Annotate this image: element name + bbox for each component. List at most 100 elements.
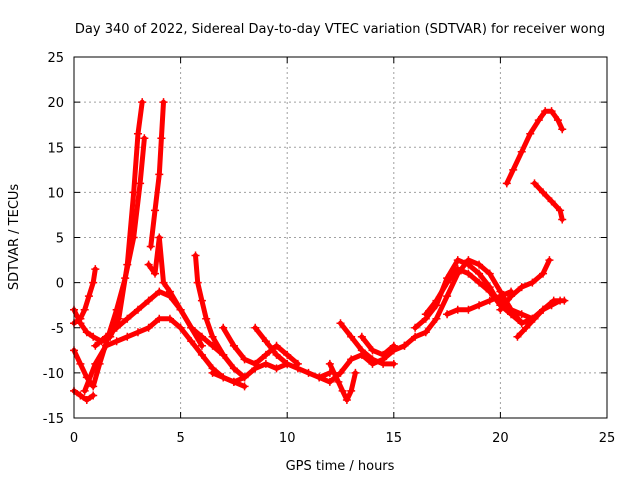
data-point xyxy=(464,269,473,278)
data-point xyxy=(315,373,324,382)
y-tick-label: 25 xyxy=(47,51,64,66)
data-point xyxy=(82,395,91,404)
data-point xyxy=(453,305,462,314)
data-point xyxy=(251,323,260,332)
series-line xyxy=(146,235,226,358)
data-point xyxy=(82,328,91,337)
data-point xyxy=(338,386,347,395)
series-line xyxy=(252,325,290,367)
data-point xyxy=(517,310,526,319)
y-tick-label: 15 xyxy=(47,141,64,156)
data-point xyxy=(176,323,185,332)
data-point xyxy=(123,314,132,323)
series-arc25 xyxy=(530,179,567,224)
data-point xyxy=(517,319,526,328)
data-point xyxy=(229,341,238,350)
data-point xyxy=(197,296,206,305)
data-point xyxy=(507,292,516,301)
data-point xyxy=(485,296,494,305)
data-point xyxy=(334,377,343,386)
x-tick-label: 0 xyxy=(70,431,78,446)
data-point xyxy=(219,373,228,382)
data-point xyxy=(157,134,166,143)
data-point xyxy=(496,305,505,314)
data-point xyxy=(526,129,535,138)
data-point xyxy=(379,359,388,368)
data-point xyxy=(261,350,270,359)
data-point xyxy=(539,305,548,314)
data-point xyxy=(400,341,409,350)
data-point xyxy=(219,323,228,332)
data-point xyxy=(432,296,441,305)
data-point xyxy=(133,328,142,337)
data-point xyxy=(151,269,160,278)
y-tick-label: -10 xyxy=(43,367,64,382)
data-point xyxy=(80,386,89,395)
series-arc14 xyxy=(325,359,360,404)
data-point xyxy=(509,165,518,174)
data-point xyxy=(558,125,567,134)
data-point xyxy=(112,337,121,346)
data-point xyxy=(133,305,142,314)
data-point xyxy=(176,305,185,314)
data-point xyxy=(547,107,556,116)
data-point xyxy=(553,116,562,125)
data-point xyxy=(513,332,522,341)
series-arc16 xyxy=(357,332,398,359)
data-point xyxy=(121,274,130,283)
series-arc12 xyxy=(251,323,292,368)
data-point xyxy=(89,278,98,287)
data-point xyxy=(76,391,85,400)
y-tick-label: 10 xyxy=(47,186,64,201)
data-point xyxy=(464,260,473,269)
x-tick-label: 5 xyxy=(176,431,184,446)
series-arc22 xyxy=(496,256,554,314)
data-point xyxy=(123,332,132,341)
series-arc10 xyxy=(208,359,334,386)
series-arc15 xyxy=(336,319,398,368)
data-point xyxy=(187,337,196,346)
data-point xyxy=(351,368,360,377)
data-point xyxy=(229,364,238,373)
series-line xyxy=(71,388,96,403)
data-point xyxy=(539,188,548,197)
data-point xyxy=(112,323,121,332)
data-point xyxy=(240,355,249,364)
data-point xyxy=(76,359,85,368)
data-point xyxy=(240,373,249,382)
data-point xyxy=(530,179,539,188)
data-point xyxy=(347,386,356,395)
data-point xyxy=(240,382,249,391)
data-point xyxy=(368,346,377,355)
data-point xyxy=(556,296,565,305)
data-point xyxy=(421,328,430,337)
data-point xyxy=(453,256,462,265)
data-point xyxy=(485,269,494,278)
data-point xyxy=(272,350,281,359)
data-point xyxy=(507,305,516,314)
data-point xyxy=(146,242,155,251)
axis-ticks: 0 5 10 15 20 25 -15 -10 -5 0 5 10 15 20 25 xyxy=(43,51,616,446)
data-point xyxy=(159,278,168,287)
data-point xyxy=(336,319,345,328)
series-arc11 xyxy=(219,323,302,368)
data-point xyxy=(91,359,100,368)
data-point xyxy=(191,251,200,260)
data-point xyxy=(140,134,149,143)
x-tick-label: 25 xyxy=(599,431,616,446)
data-point xyxy=(347,355,356,364)
data-point xyxy=(283,350,292,359)
data-point xyxy=(421,310,430,319)
data-point xyxy=(558,215,567,224)
data-point xyxy=(389,341,398,350)
data-point xyxy=(432,314,441,323)
data-point xyxy=(342,395,351,404)
data-point xyxy=(464,305,473,314)
chart-title: Day 340 of 2022, Sidereal Day-to-day VTE… xyxy=(75,22,605,37)
data-point xyxy=(80,305,89,314)
data-point xyxy=(528,278,537,287)
data-point xyxy=(325,377,334,386)
data-point xyxy=(453,265,462,274)
x-axis-label: GPS time / hours xyxy=(286,459,395,474)
data-point xyxy=(202,314,211,323)
